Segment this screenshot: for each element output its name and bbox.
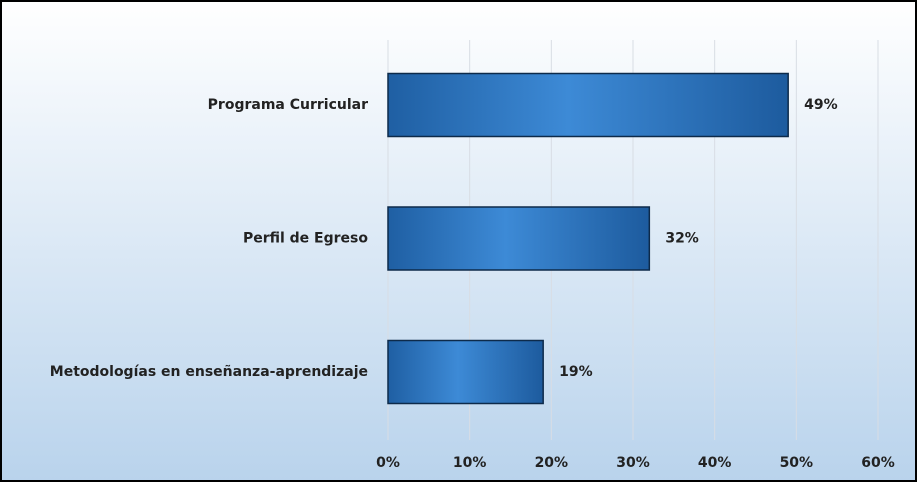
bar xyxy=(387,72,789,138)
bar xyxy=(387,206,651,271)
x-tick-label: 50% xyxy=(780,455,814,471)
x-tick-label: 0% xyxy=(376,455,400,471)
value-label: 32% xyxy=(665,231,699,247)
y-tick-label: Programa Curricular xyxy=(208,97,368,113)
x-tick-label: 30% xyxy=(616,455,650,471)
x-tick-label: 60% xyxy=(861,455,895,471)
y-tick-label: Metodologías en enseñanza-aprendizaje xyxy=(50,364,368,380)
value-label: 19% xyxy=(559,364,593,380)
y-tick-label: Perfil de Egreso xyxy=(243,231,368,247)
x-tick-label: 40% xyxy=(698,455,732,471)
x-tick-label: 20% xyxy=(535,455,569,471)
x-tick-label: 10% xyxy=(453,455,487,471)
value-label: 49% xyxy=(804,97,838,113)
bar xyxy=(387,339,544,405)
